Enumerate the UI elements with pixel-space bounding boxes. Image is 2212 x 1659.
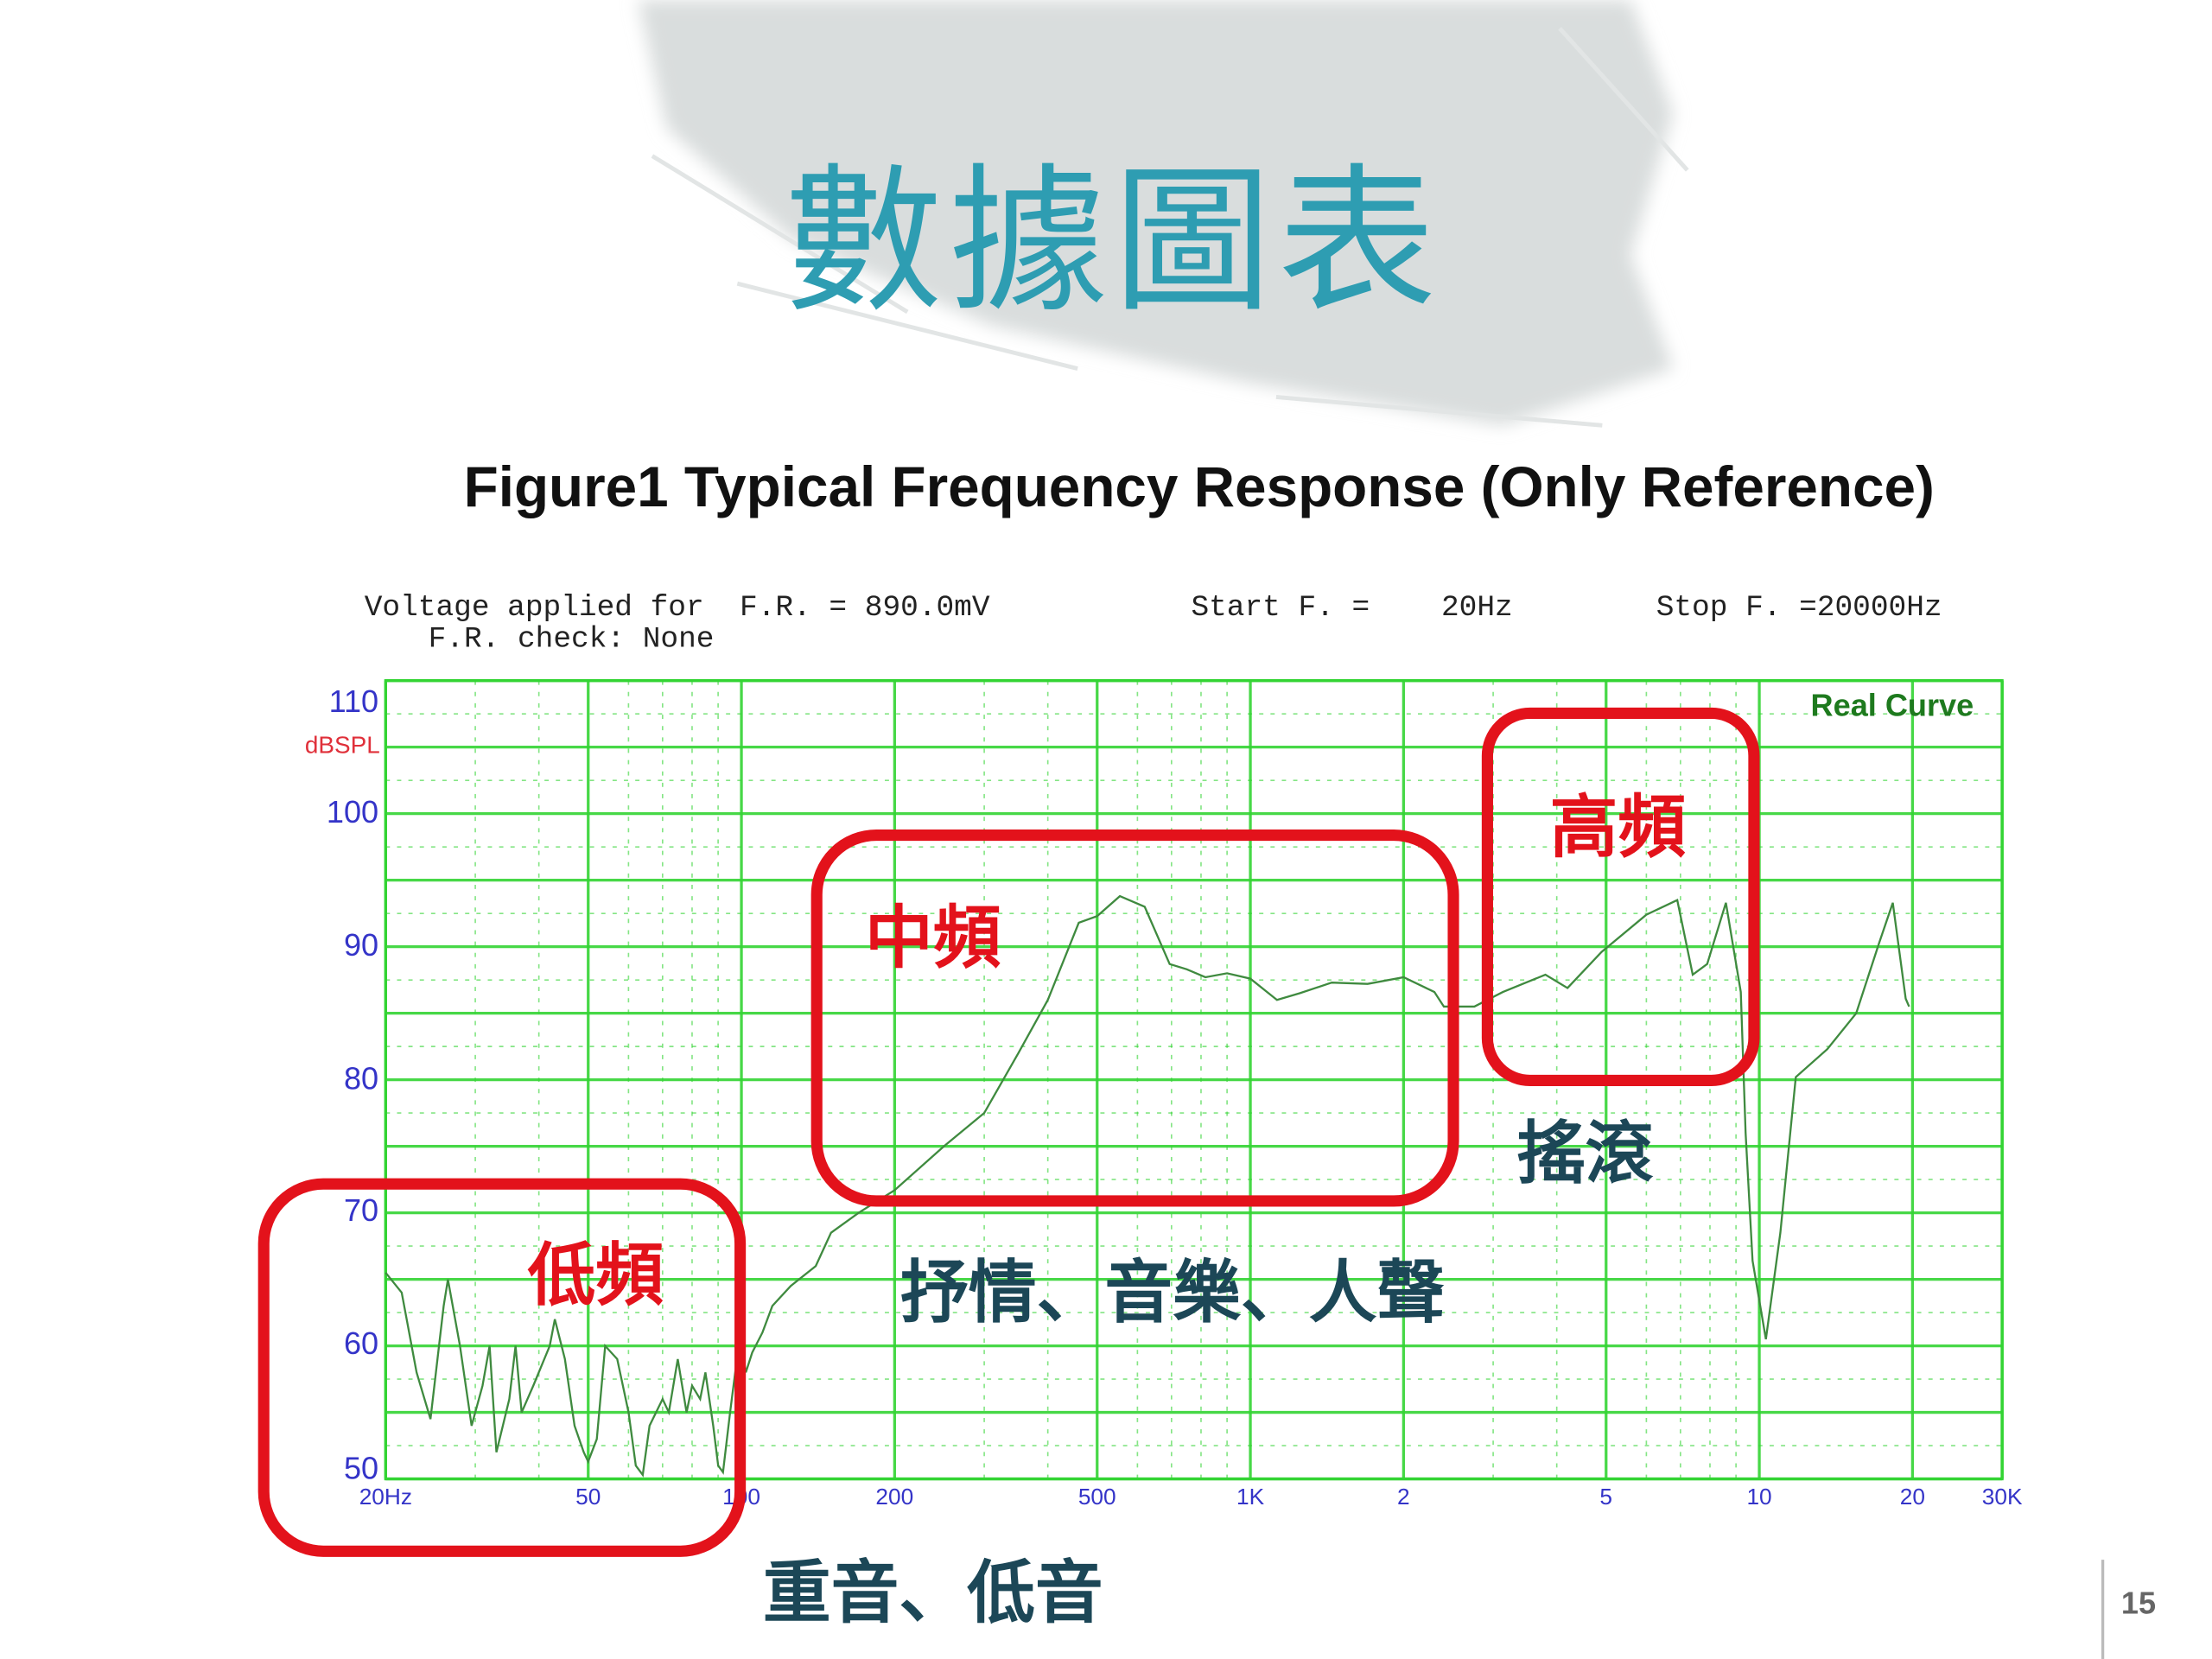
x-tick-label: 1K [1236,1485,1265,1510]
plot-border [384,679,2004,1481]
y-tick-label: 80 [343,1059,379,1096]
mid-frequency-label: 中頻 [865,901,1001,977]
x-tick-label: 5 [1599,1485,1613,1510]
x-tick-label: 10 [1746,1485,1772,1510]
x-tick-label: 2 [1397,1485,1410,1510]
x-tick-label: 20Hz [359,1485,413,1510]
page-number: 15 [2120,1585,2157,1621]
page-divider [2101,1560,2105,1659]
start-frequency: Start F. = 20Hz [1191,592,1513,626]
y-tick-label: 50 [343,1450,379,1486]
low-frequency-box [257,1178,747,1557]
high-frequency-description: 搖滾 [1516,1117,1654,1193]
legend-real-curve: Real Curve [1810,687,1974,723]
chart-title: Figure1 Typical Frequency Response (Only… [463,456,1935,519]
x-tick-label: 500 [1077,1485,1116,1510]
slide-title: 數據圖表 [784,149,1442,335]
x-tick-label: 30K [1981,1485,2023,1510]
low-frequency-description: 重音、低音 [762,1556,1103,1632]
voltage-line-2: F.R. check: None [428,624,715,657]
x-tick-label: 50 [575,1485,601,1510]
mid-frequency-description: 抒情、音樂、人聲 [900,1255,1446,1332]
series-line-real-curve [385,894,1910,1478]
low-frequency-label: 低頻 [527,1239,664,1315]
y-tick-label: 100 [326,793,379,830]
y-axis-label: dBSPL [304,731,380,759]
voltage-line-1: Voltage applied for F.R. = 890.0mV [364,592,990,626]
x-tick-label: 200 [875,1485,914,1510]
high-frequency-label: 高頻 [1549,791,1687,867]
y-tick-label: 70 [343,1192,379,1229]
x-tick-label: 20 [1899,1485,1925,1510]
high-frequency-box [1481,707,1760,1087]
stop-frequency: Stop F. =20000Hz [1656,592,1942,626]
y-tick-label: 90 [343,926,379,963]
y-tick-label: 60 [343,1325,379,1362]
y-tick-label: 110 [328,683,379,719]
mid-frequency-box [810,829,1459,1207]
